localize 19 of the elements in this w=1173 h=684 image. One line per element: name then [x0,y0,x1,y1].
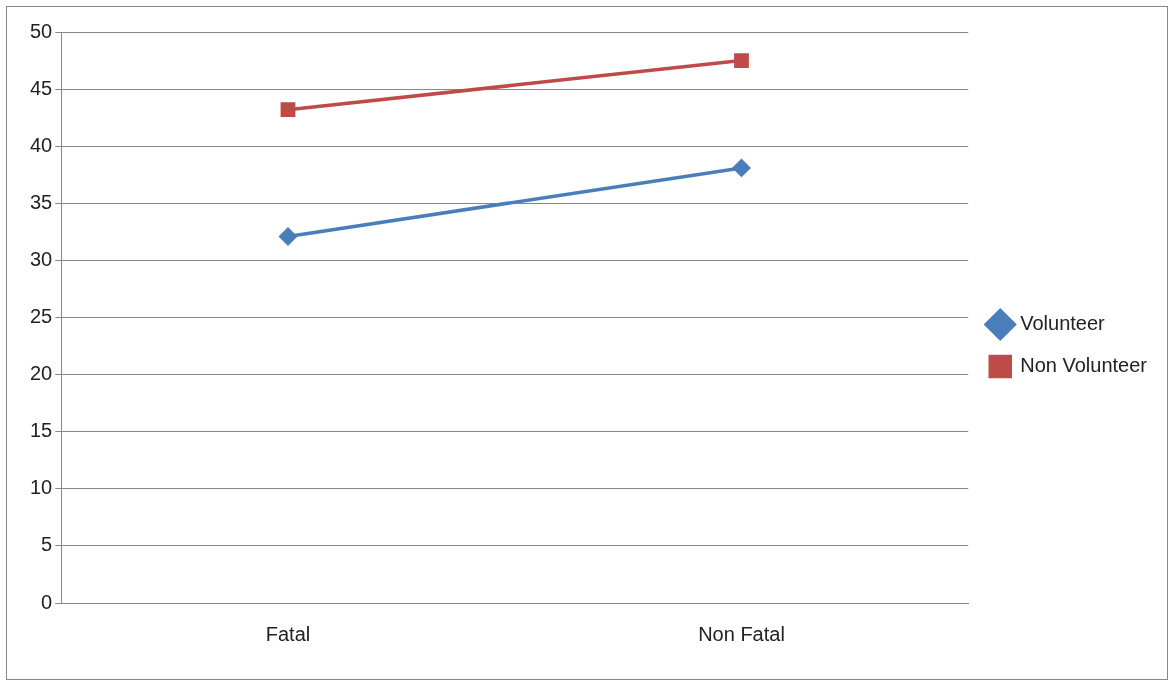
y-tick-label: 45 [30,76,53,99]
y-tick-label: 30 [30,247,53,270]
y-tick-label: 0 [41,590,53,613]
point [732,159,751,177]
legend-label: Non Volunteer [1020,354,1148,377]
y-tick-label: 20 [30,362,53,385]
y-tick-label: 15 [30,419,53,442]
y-tick-label: 50 [30,19,53,42]
y-tick-label: 40 [30,133,53,156]
y-tick-label: 10 [30,476,53,499]
point [734,53,749,68]
x-tick-label: Non Fatal [698,622,785,645]
y-tick-label: 5 [41,533,53,556]
y-tick-label: 35 [30,190,53,213]
legend-label: Volunteer [1020,312,1106,335]
point [280,102,296,118]
point [279,227,297,246]
y-tick-label: 25 [30,305,53,328]
x-tick-label: Fatal [265,622,311,645]
